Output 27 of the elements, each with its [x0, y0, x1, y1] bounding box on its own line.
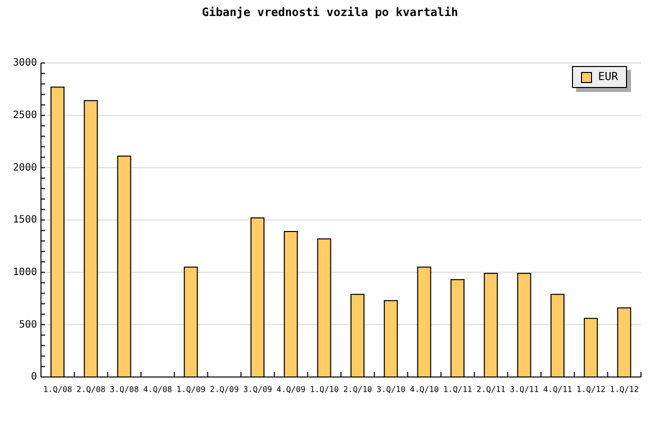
x-tick-label: 4.Q/08 — [143, 385, 172, 394]
x-tick-label: 1.Q/12 — [576, 385, 606, 394]
x-tick-label: 2.Q/11 — [476, 385, 506, 394]
y-tick-label: 1500 — [12, 214, 37, 226]
y-tick-label: 3000 — [12, 58, 37, 69]
x-tick-label: 1.Q/12 — [610, 385, 639, 394]
legend-label: EUR — [598, 70, 618, 84]
x-tick-label: 3.Q/09 — [243, 385, 272, 394]
x-tick-label: 1.Q/10 — [310, 385, 339, 394]
x-tick-label: 2.Q/10 — [343, 385, 372, 394]
y-tick-label: 2000 — [12, 162, 37, 174]
x-tick-label: 3.Q/10 — [376, 385, 406, 394]
y-tick-label: 500 — [18, 319, 37, 330]
x-tick-label: 3.Q/08 — [110, 385, 139, 394]
y-tick-label: 1000 — [12, 267, 37, 278]
x-tick-label: 4.Q/11 — [543, 385, 572, 394]
y-tick-label: 0 — [30, 372, 37, 383]
x-tick-label: 2.Q/09 — [210, 385, 239, 394]
x-tick-label: 1.Q/09 — [176, 385, 206, 394]
x-tick-label: 4.Q/09 — [276, 385, 306, 394]
x-tick-label: 1.Q/11 — [443, 385, 472, 394]
x-tick-label: 4.Q/10 — [410, 385, 439, 394]
x-tick-label: 3.Q/11 — [510, 385, 539, 394]
chart-title: Gibanje vrednosti vozila po kvartalih — [200, 5, 460, 19]
x-tick-label: 2.Q/08 — [76, 385, 106, 394]
x-tick-label: 1.Q/08 — [43, 385, 72, 394]
y-tick-label: 2500 — [12, 110, 37, 122]
